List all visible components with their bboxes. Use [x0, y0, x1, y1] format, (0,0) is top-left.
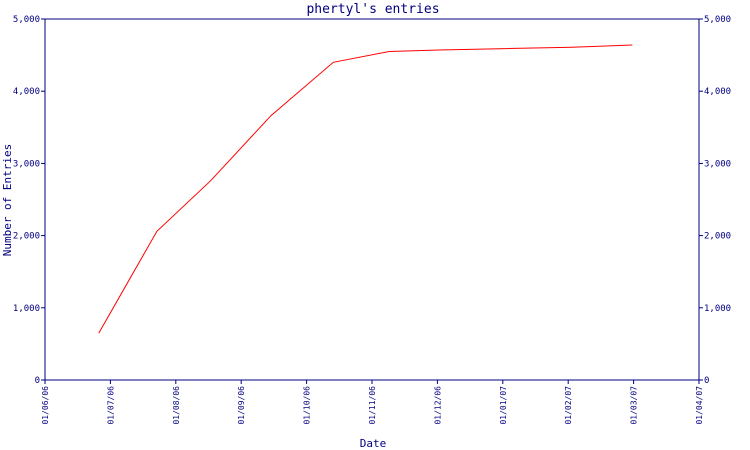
- y-tick-label: 0: [35, 376, 40, 386]
- x-tick-label: 01/09/06: [237, 386, 246, 425]
- x-tick-label: 01/02/07: [564, 386, 573, 425]
- y-right-tick-label: 3,000: [704, 159, 731, 169]
- axis-ticks: 0 0 1,000 1,000 2,000 2,000 3,000 3,000 4,000 4,0…: [13, 15, 731, 425]
- series-layer: [98, 44, 633, 334]
- series-line: [98, 44, 633, 334]
- y-right-tick-label: 1,000: [704, 304, 731, 314]
- x-tick-label: 01/06/06: [41, 386, 50, 425]
- y-right-tick-label: 0: [704, 376, 709, 386]
- y-tick-label: 4,000: [13, 87, 40, 97]
- plot-frame: [44, 18, 700, 381]
- x-tick-label: 01/08/06: [172, 386, 181, 425]
- y-tick-label: 5,000: [13, 15, 40, 25]
- y-tick-label: 2,000: [13, 232, 40, 242]
- y-right-tick-label: 5,000: [704, 15, 731, 25]
- x-tick-label: 01/01/07: [499, 386, 508, 425]
- y-tick-label: 1,000: [13, 304, 40, 314]
- x-tick-label: 01/11/06: [368, 386, 377, 425]
- x-tick-label: 01/12/06: [433, 386, 442, 425]
- x-tick-label: 01/07/06: [106, 386, 115, 425]
- y-right-tick-label: 4,000: [704, 87, 731, 97]
- x-tick-label: 01/03/07: [630, 386, 639, 425]
- chart-title: phertyl's entries: [306, 2, 439, 17]
- x-tick-label: 01/10/06: [303, 386, 312, 425]
- x-axis-label: Date: [360, 437, 387, 450]
- y-tick-label: 3,000: [13, 159, 40, 169]
- y-right-tick-label: 2,000: [704, 232, 731, 242]
- x-tick-label: 01/04/07: [695, 386, 704, 425]
- y-axis-label: Number of Entries: [1, 144, 14, 257]
